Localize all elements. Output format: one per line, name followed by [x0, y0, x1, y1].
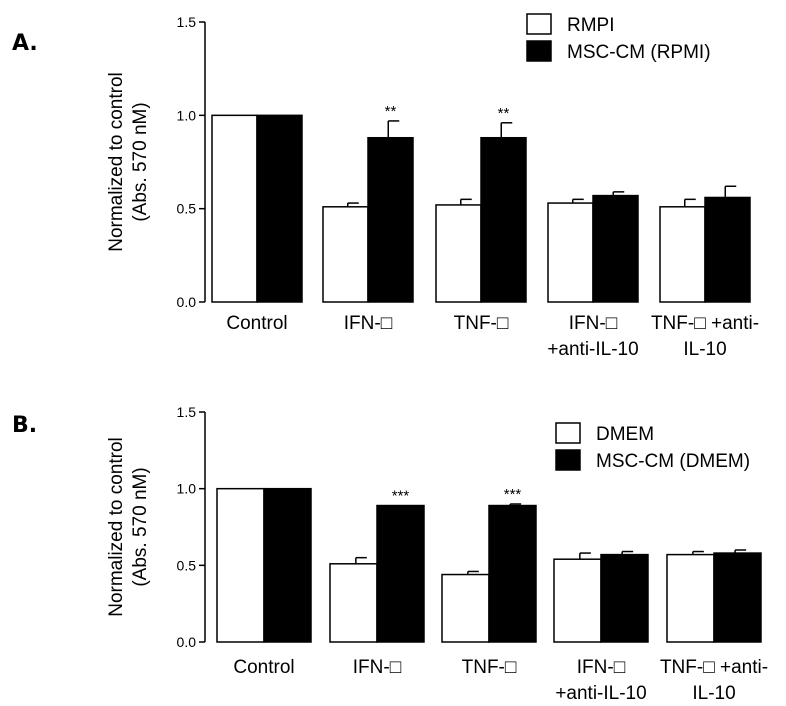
category-label: IL-10: [692, 683, 735, 704]
legend-label-0: DMEM: [596, 424, 654, 445]
category-label: IL-10: [683, 339, 726, 360]
y-tick-label: 0.5: [177, 201, 197, 217]
y-axis-label-line: (Abs. 570 nM): [130, 467, 151, 586]
chart-panel-a: A. 0.0 0.5 1.0 1.5 Normalized to control (Abs.…: [12, 13, 759, 360]
category-label: TNF-□: [454, 313, 509, 334]
bar-control-medium-1: [329, 563, 378, 643]
panel-label: B.: [12, 413, 37, 438]
bar-msc-cm-2: [488, 504, 537, 643]
category-label: TNF-□: [462, 657, 517, 678]
category-label: +anti-IL-10: [547, 339, 638, 360]
category-label: IFN-□: [569, 313, 618, 334]
bar-control-medium-3: [547, 202, 594, 303]
bar-control-medium-2: [441, 573, 490, 643]
category-label: TNF-□ +anti-: [660, 657, 768, 678]
y-axis-label-line: Normalized to control: [106, 72, 127, 252]
bar-control-medium-1: [322, 206, 369, 303]
bar-msc-cm-0: [263, 487, 312, 643]
y-axis-label-line: Normalized to control: [106, 437, 127, 617]
bar-control-medium-3: [553, 558, 602, 643]
bar-control-medium-2: [435, 204, 482, 303]
category-label: TNF-□ +anti-: [651, 313, 759, 334]
bar-msc-cm-4: [704, 196, 751, 303]
category-label: IFN-□: [353, 657, 402, 678]
bar-msc-cm-4: [713, 552, 762, 643]
category-label: Control: [226, 313, 287, 334]
y-axis-label-line: (Abs. 570 nM): [130, 102, 151, 221]
y-tick-label: 0.5: [177, 557, 197, 573]
significance-marker: ***: [392, 488, 410, 505]
bar-msc-cm-1: [376, 504, 425, 643]
significance-marker: **: [498, 105, 510, 122]
y-tick-label: 1.5: [177, 14, 197, 30]
legend-label-1: MSC-CM (RPMI): [567, 42, 711, 63]
chart-panel-b: B. 0.0 0.5 1.0 1.5 Normalized to control (Abs.…: [12, 404, 768, 704]
bar-msc-cm-3: [600, 553, 649, 643]
bar-msc-cm-3: [592, 194, 639, 303]
significance-marker: ***: [504, 486, 522, 503]
legend-swatch-0: [526, 13, 552, 35]
legend-swatch-0: [555, 422, 581, 444]
significance-marker: **: [385, 103, 397, 120]
category-label: IFN-□: [344, 313, 393, 334]
bar-msc-cm-0: [256, 114, 303, 303]
panel-label: A.: [12, 31, 38, 56]
bar-msc-cm-1: [367, 136, 414, 303]
bar-control-medium-4: [666, 553, 715, 643]
y-axis-label: Normalized to control (Abs. 570 nM): [106, 72, 151, 252]
y-axis-label: Normalized to control (Abs. 570 nM): [106, 437, 151, 617]
y-tick-label: 1.0: [177, 481, 197, 497]
y-tick-label: 0.0: [177, 634, 197, 650]
y-tick-label: 1.5: [177, 404, 197, 420]
legend-swatch-1: [555, 449, 581, 471]
legend-label-0: RMPI: [567, 15, 615, 36]
legend-label-1: MSC-CM (DMEM): [596, 451, 750, 472]
y-tick-label: 1.0: [177, 107, 197, 123]
bar-control-medium-4: [659, 206, 706, 303]
bar-control-medium-0: [216, 487, 265, 643]
category-label: +anti-IL-10: [555, 683, 646, 704]
bar-msc-cm-2: [480, 136, 527, 303]
bar-control-medium-0: [211, 114, 258, 303]
category-label: IFN-□: [577, 657, 626, 678]
legend-swatch-1: [526, 40, 552, 62]
category-label: Control: [233, 657, 294, 678]
y-tick-label: 0.0: [177, 294, 197, 310]
